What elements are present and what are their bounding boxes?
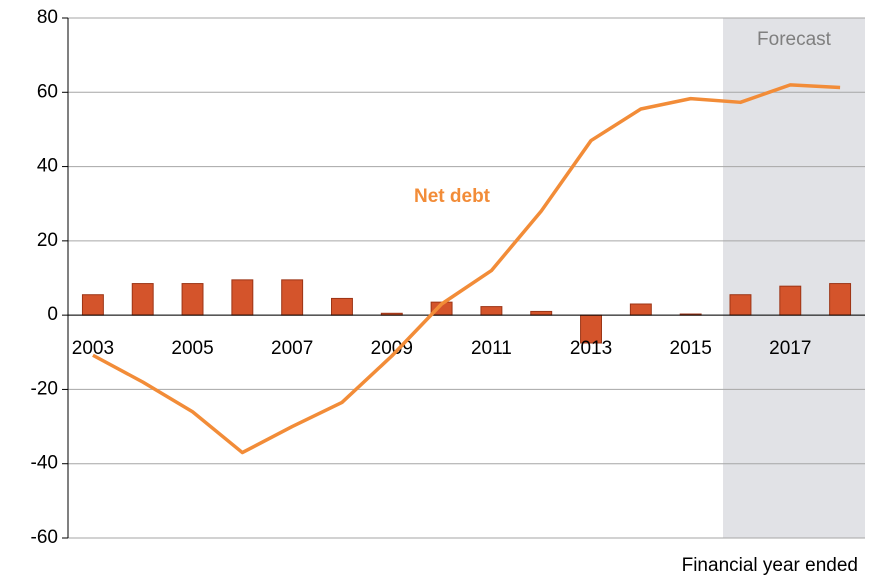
x-tick-label: 2003 (72, 338, 114, 359)
bar (729, 294, 752, 316)
x-axis-title: Financial year ended (682, 555, 858, 576)
y-tick-label: 0 (47, 304, 58, 325)
bar (281, 279, 304, 316)
bar (231, 279, 254, 316)
line (92, 83, 841, 455)
bar (331, 297, 353, 316)
bar (530, 310, 553, 316)
bar (829, 283, 852, 316)
forecast-region (723, 18, 865, 538)
y-tick-label: -20 (31, 378, 58, 399)
y-tick-label: 40 (37, 156, 58, 177)
y-tick-label: 80 (37, 7, 58, 28)
x-tick-label: 2011 (471, 338, 512, 359)
bar (131, 283, 154, 316)
x-tick-label: 2005 (171, 338, 213, 359)
forecast-label: Forecast (757, 29, 832, 50)
bar (629, 303, 652, 316)
x-tick-label: 2015 (670, 338, 712, 359)
bar (81, 294, 104, 316)
x-tick-label: 2013 (570, 338, 612, 359)
y-tick-label: 20 (37, 230, 58, 251)
y-tick-label: -60 (31, 527, 58, 548)
bar (779, 285, 802, 316)
x-tick-label: 2007 (271, 338, 313, 359)
y-tick-label: -40 (31, 453, 58, 474)
y-tick-label: 60 (37, 81, 58, 102)
x-tick-label: 2017 (769, 338, 811, 359)
series-label: Net debt (414, 186, 491, 207)
bar (480, 306, 503, 316)
bar (181, 283, 204, 316)
